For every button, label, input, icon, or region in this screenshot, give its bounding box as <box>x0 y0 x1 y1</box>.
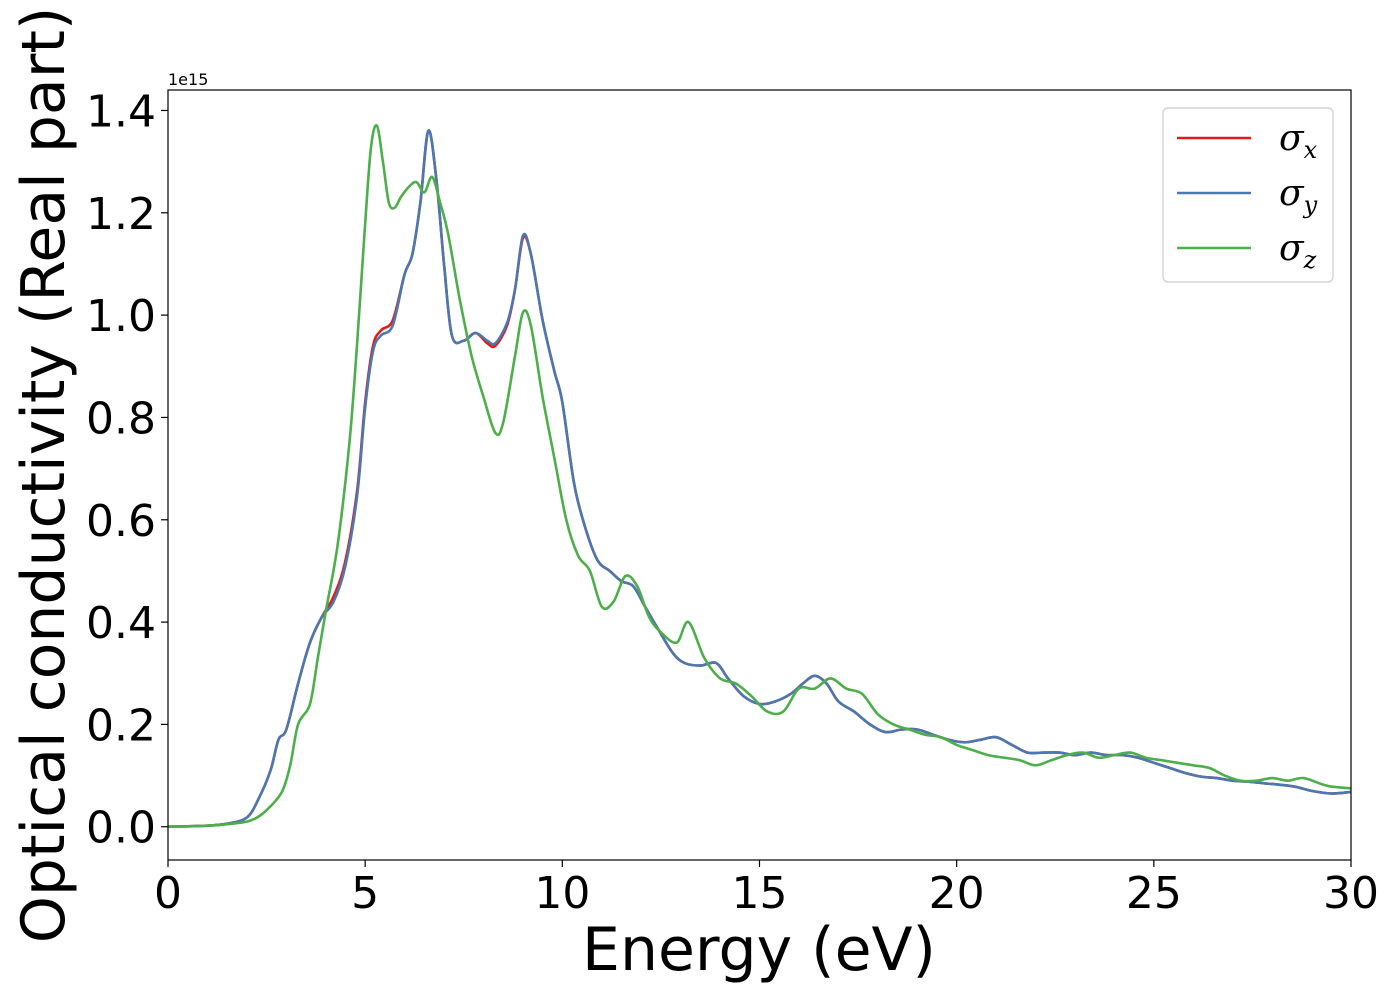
y-tick-label: 0.6 <box>86 496 156 547</box>
y-tick-label: 0.0 <box>86 803 156 854</box>
series-line-z <box>167 123 1352 828</box>
x-tick-label: 0 <box>154 868 182 919</box>
y-tick-label: 1.4 <box>86 86 156 137</box>
series-layer <box>167 123 1352 828</box>
y-axis-label: Optical conductivity (Real part) <box>9 7 79 944</box>
y-tick-label: 0.4 <box>86 598 156 649</box>
y-tick-label: 1.2 <box>86 189 156 240</box>
legend-label-y: σy <box>1279 173 1318 219</box>
legend-label-x: σx <box>1279 118 1318 164</box>
y-axis-ticks: 0.0 0.2 0.4 0.6 0.8 1.0 1.2 1.4 <box>86 86 168 854</box>
y-tick-label: 0.2 <box>86 700 156 751</box>
y-tick-label: 1.0 <box>86 291 156 342</box>
legend: σx σy σz <box>1162 107 1334 283</box>
y-tick-label: 0.8 <box>86 393 156 444</box>
x-tick-label: 25 <box>1126 868 1182 919</box>
legend-label-z: σz <box>1279 228 1317 274</box>
x-tick-label: 10 <box>534 868 590 919</box>
x-tick-label: 20 <box>929 868 985 919</box>
x-axis-ticks: 0 5 10 15 20 25 30 <box>154 860 1379 919</box>
legend-frame <box>1162 107 1334 283</box>
x-axis-label: Energy (eV) <box>582 915 936 985</box>
x-tick-label: 5 <box>351 868 379 919</box>
series-line-y <box>167 129 1352 828</box>
y-offset-label: 1e15 <box>168 70 208 89</box>
x-tick-label: 15 <box>732 868 788 919</box>
x-tick-label: 30 <box>1323 868 1379 919</box>
